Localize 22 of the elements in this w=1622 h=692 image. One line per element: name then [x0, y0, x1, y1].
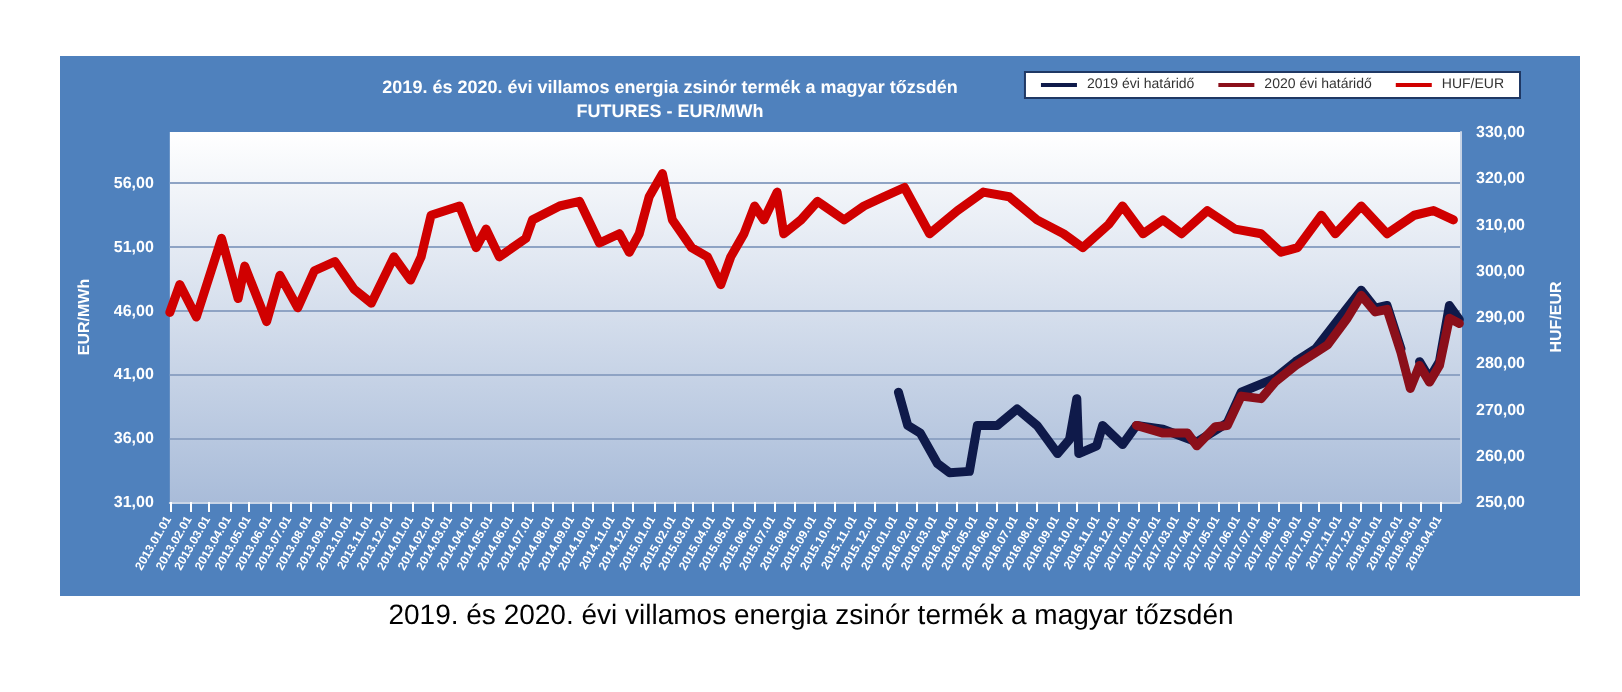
y2-tick-label: 250,00: [1476, 493, 1527, 511]
line-series: [165, 169, 1458, 327]
y2-tick-label: 270,00: [1476, 400, 1527, 419]
y2-axis-title: HUF/EUR: [1547, 281, 1565, 353]
line-series: [1131, 290, 1464, 451]
y2-tick-label: 310,00: [1476, 215, 1527, 234]
y2-tick-label: 260,00: [1476, 446, 1527, 465]
y-tick-label: 31,00: [113, 493, 155, 511]
y2-tick-label: 330,00: [1476, 123, 1527, 141]
y-tick-label: 51,00: [113, 237, 155, 256]
y-tick-label: 36,00: [113, 429, 155, 448]
y-axis-title: EUR/MWh: [75, 278, 93, 356]
chart-subtitle: FUTURES - EUR/MWh: [576, 101, 764, 121]
y-tick-label: 41,00: [113, 365, 155, 384]
y2-tick-label: 290,00: [1476, 308, 1527, 326]
chart-title: 2019. és 2020. évi villamos energia zsinór termék a magyar tőzsdén: [382, 77, 958, 97]
y2-tick-label: 280,00: [1476, 354, 1527, 373]
y-tick-label: 46,00: [113, 301, 155, 320]
y2-tick-label: 300,00: [1476, 261, 1527, 280]
text: 2019. és 2020. évi villamos energia zsinór termék a magyar tőzsdén: [386, 598, 1236, 630]
y-tick-label: 56,00: [113, 174, 155, 193]
y2-tick-label: 320,00: [1476, 169, 1527, 188]
